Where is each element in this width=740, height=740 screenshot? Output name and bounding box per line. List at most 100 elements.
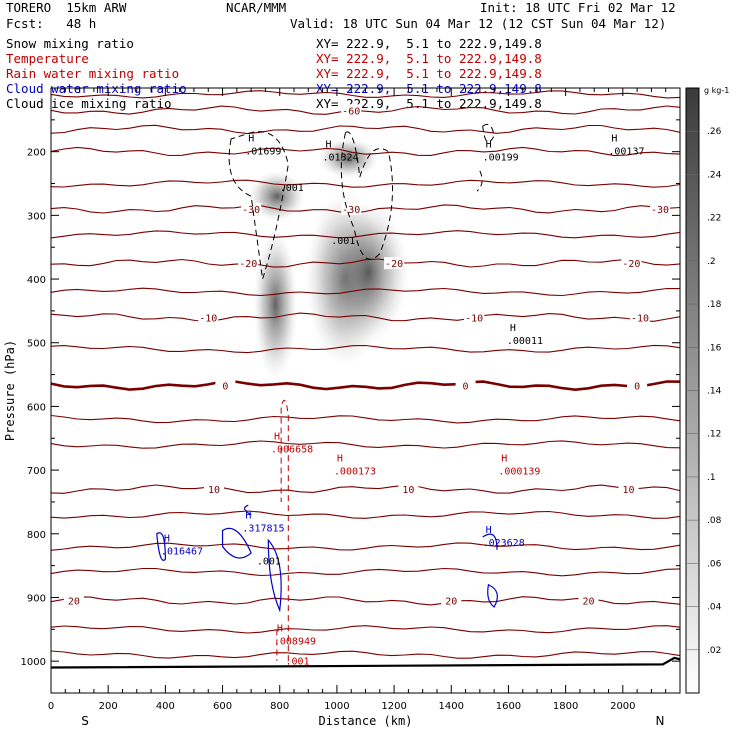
x-tick-label-5: 1000 bbox=[324, 701, 349, 712]
x-tick-label-2: 400 bbox=[156, 701, 175, 712]
temperature-contour-10 bbox=[50, 484, 681, 494]
maximum-value-8: .317815 bbox=[242, 523, 284, 534]
temperature-label-10-0: 10 bbox=[208, 485, 220, 496]
temperature-label-bg-20-1 bbox=[441, 594, 462, 607]
cloud-water-contour-5 bbox=[487, 583, 498, 608]
y-tick-label-4: 600 bbox=[27, 402, 46, 413]
temperature-label-bg--20-1 bbox=[384, 257, 405, 270]
legend-cloud-ice: Cloud ice mixing ratio bbox=[6, 96, 172, 111]
temperature-label-20-2: 20 bbox=[582, 597, 594, 608]
temperature-contour-line-10 bbox=[50, 625, 681, 634]
maximum-marker-4: H bbox=[510, 323, 516, 334]
temperature-label-bg-0-2 bbox=[627, 379, 648, 392]
init-time: Init: 18 UTC Fri 02 Mar 12 bbox=[480, 0, 676, 15]
maximum-marker-10: H bbox=[486, 525, 492, 536]
temperature-label-bg--10-2 bbox=[629, 311, 650, 324]
maximum-marker-7: H bbox=[501, 454, 507, 465]
y-tick-label-2: 400 bbox=[27, 275, 46, 286]
maximum-value-1: .01324 bbox=[322, 153, 358, 164]
snow-contour-label: .001 bbox=[331, 236, 355, 247]
temperature-label-bg--20-2 bbox=[621, 257, 642, 270]
snow-shading-0 bbox=[253, 229, 298, 380]
colorbar-tick-10: .2 bbox=[707, 257, 716, 267]
temperature-label-bg--10-1 bbox=[464, 311, 485, 324]
maximum-marker-9: H bbox=[164, 533, 170, 544]
temperature-contour-0 bbox=[50, 380, 681, 392]
x-tick-label-8: 1600 bbox=[496, 701, 521, 712]
rain-contour-label: .001 bbox=[285, 656, 309, 667]
y-axis-title: Pressure (hPa) bbox=[3, 340, 17, 441]
surface-line bbox=[50, 656, 681, 669]
maximum-value-4: .00011 bbox=[507, 336, 543, 347]
maximum-value-3: .00137 bbox=[608, 146, 644, 157]
maximum-value-10: .023628 bbox=[483, 538, 525, 549]
temperature-label--30-2: -30 bbox=[651, 205, 669, 216]
temperature-label--10-2: -10 bbox=[631, 313, 649, 324]
x-tick-label-1: 200 bbox=[99, 701, 118, 712]
temperature-label--20-2: -20 bbox=[622, 259, 640, 270]
y-tick-label-8: 1000 bbox=[21, 657, 46, 668]
legend-rain: Rain water mixing ratio bbox=[6, 66, 180, 81]
temperature-label-10-2: 10 bbox=[623, 485, 635, 496]
maximum-marker-1: H bbox=[325, 140, 331, 151]
valid-time: Valid: 18 UTC Sun 04 Mar 12 (12 CST Sun … bbox=[290, 16, 667, 31]
maximum-marker-6: H bbox=[337, 454, 343, 465]
colorbar-tick-2: .04 bbox=[707, 603, 722, 613]
maximum-value-5: .006658 bbox=[271, 444, 313, 455]
colorbar: .02 .04 .06 .08 .1 .12 .14 .16 .18 .2 .22 .24 .26 g k… bbox=[685, 86, 729, 694]
cloud-ice-contour-3 bbox=[476, 170, 483, 192]
temperature-label-bg-20-0 bbox=[63, 594, 84, 607]
cloud-ice-contour-label: .001 bbox=[280, 183, 304, 194]
maximum-marker-8: H bbox=[245, 510, 251, 521]
temperature-label-0-0: 0 bbox=[222, 381, 228, 392]
maximum-marker-11: H bbox=[277, 624, 283, 635]
y-tick-label-1: 300 bbox=[27, 211, 46, 222]
temperature-label-bg-10-2 bbox=[618, 483, 639, 496]
colorbar-tick-11: .22 bbox=[707, 214, 721, 224]
legend-snow-xy: XY= 222.9, 5.1 to 222.9,149.8 bbox=[316, 36, 542, 51]
temperature-contour-line-7 bbox=[50, 510, 681, 519]
snow-shading-2 bbox=[328, 202, 409, 343]
rain-contour bbox=[276, 399, 289, 662]
model-title: TORERO 15km ARW bbox=[6, 0, 127, 15]
temperature-label-bg--20-0 bbox=[238, 257, 259, 270]
temperature-label-0-1: 0 bbox=[463, 381, 469, 392]
south-end-label: S bbox=[81, 714, 89, 728]
colorbar-unit: g kg-1 bbox=[704, 86, 729, 95]
maximum-value-2: .00199 bbox=[483, 153, 519, 164]
x-tick-label-4: 800 bbox=[270, 701, 289, 712]
temperature-label-bg--10-0 bbox=[198, 311, 219, 324]
x-tick-label-6: 1200 bbox=[381, 701, 406, 712]
north-end-label: N bbox=[656, 714, 665, 728]
colorbar-tick-5: .1 bbox=[707, 473, 716, 483]
temperature-contour--50 bbox=[50, 124, 681, 135]
temperature-contour--10 bbox=[50, 312, 681, 322]
x-axis-title: Distance (km) bbox=[319, 714, 413, 728]
temperature-contour-line-3 bbox=[50, 287, 681, 297]
colorbar-tick-6: .12 bbox=[707, 430, 721, 440]
temperature-label-bg-0-1 bbox=[455, 379, 476, 392]
cloud-water-contour-4 bbox=[482, 533, 498, 550]
y-tick-label-0: 200 bbox=[27, 148, 46, 159]
temperature-label-bg-10-0 bbox=[203, 483, 224, 496]
temperature-contour-line-11 bbox=[50, 650, 681, 659]
cloud-water-contour-3 bbox=[156, 532, 166, 561]
colorbar-tick-8: .16 bbox=[707, 343, 722, 353]
temperature-label--10-1: -10 bbox=[465, 313, 483, 324]
temperature-contour-line-0 bbox=[50, 90, 681, 99]
colorbar-tick-9: .18 bbox=[707, 300, 722, 310]
snow-shading-4 bbox=[318, 138, 379, 179]
temperature-contour-line-5 bbox=[50, 414, 681, 424]
colorbar-tick-13: .26 bbox=[707, 127, 722, 137]
temperature-label-0-2: 0 bbox=[634, 381, 640, 392]
temperature-contour-line-9 bbox=[50, 567, 681, 577]
temperature-contour--20 bbox=[50, 258, 681, 268]
maximum-value-0: .01699 bbox=[245, 146, 281, 157]
plot-area: -60 -30 -30 -30 -20 -20 -20 -10 -10 -10 0 0 0 10 10 10 2… bbox=[50, 90, 681, 669]
temperature-contour--60 bbox=[50, 105, 681, 115]
temperature-contour-line-1 bbox=[50, 179, 681, 188]
legend-temperature: Temperature bbox=[6, 51, 89, 66]
temperature-label-bg-0-0 bbox=[215, 379, 236, 392]
temperature-label-20-0: 20 bbox=[68, 597, 80, 608]
